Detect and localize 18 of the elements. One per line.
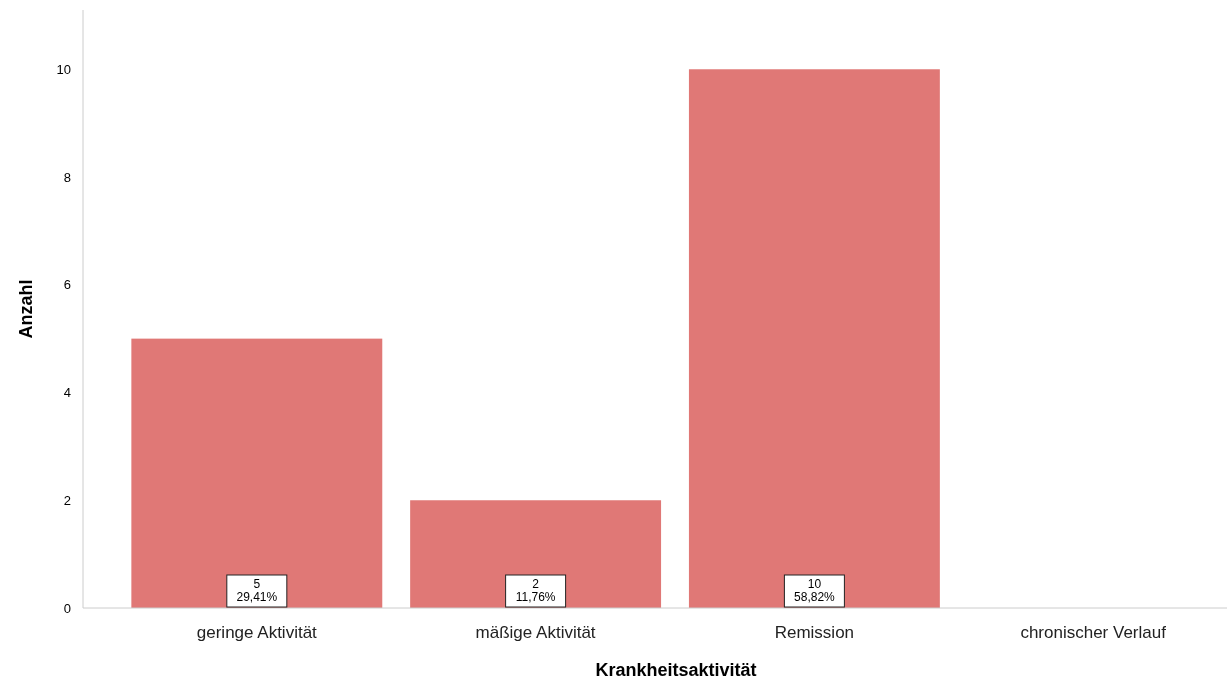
x-tick-label: mäßige Aktivität [475,623,596,642]
x-tick-label: Remission [774,623,855,642]
bar [410,500,662,608]
data-label: 10 58,82% [794,577,836,604]
bar [688,69,940,608]
y-axis-title: Anzahl [16,279,36,339]
y-tick-label: 2 [63,492,71,508]
x-tick-label: chronischer Verlauf [1020,623,1167,642]
bar [131,338,383,608]
y-tick-label: 4 [63,385,71,401]
y-tick-label: 6 [63,277,71,293]
x-axis-title: Krankheitsaktivität [595,660,757,680]
y-tick-label: 8 [63,169,71,185]
data-label: 2 11,76% [515,577,556,604]
x-tick-label: geringe Aktivität [196,623,318,642]
y-tick-label: 0 [63,600,71,616]
y-tick-label: 10 [56,61,71,77]
data-label: 5 29,41% [236,577,278,604]
